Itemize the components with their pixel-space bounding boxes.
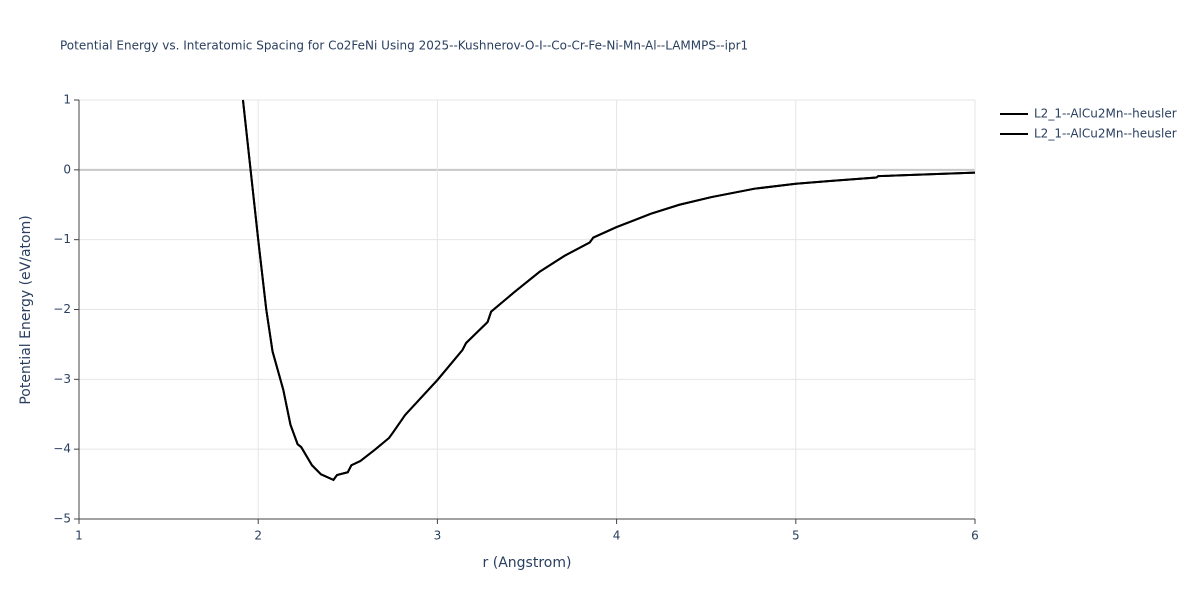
y-axis-title: Potential Energy (eV/atom)	[18, 215, 34, 404]
y-tick-label: −2	[53, 302, 71, 316]
legend-label: L2_1--AlCu2Mn--heusler	[1034, 107, 1177, 121]
x-tick-label: 3	[434, 529, 442, 543]
data-line	[241, 99, 975, 482]
x-axis-title: r (Angstrom)	[483, 555, 572, 571]
y-tick-label: −4	[53, 442, 71, 456]
chart-title: Potential Energy vs. Interatomic Spacing…	[60, 39, 748, 53]
x-tick-label: 4	[613, 529, 621, 543]
y-tick-label: −3	[53, 372, 71, 386]
x-tick-label: 1	[75, 529, 83, 543]
y-tick-label: −5	[53, 512, 71, 526]
y-tick-label: 1	[63, 93, 71, 107]
y-tick-label: 0	[63, 162, 71, 176]
y-tick-label: −1	[53, 232, 71, 246]
x-tick-label: 2	[254, 529, 262, 543]
x-tick-label: 6	[971, 529, 979, 543]
legend-label: L2_1--AlCu2Mn--heusler	[1034, 127, 1177, 141]
x-tick-label: 5	[792, 529, 800, 543]
